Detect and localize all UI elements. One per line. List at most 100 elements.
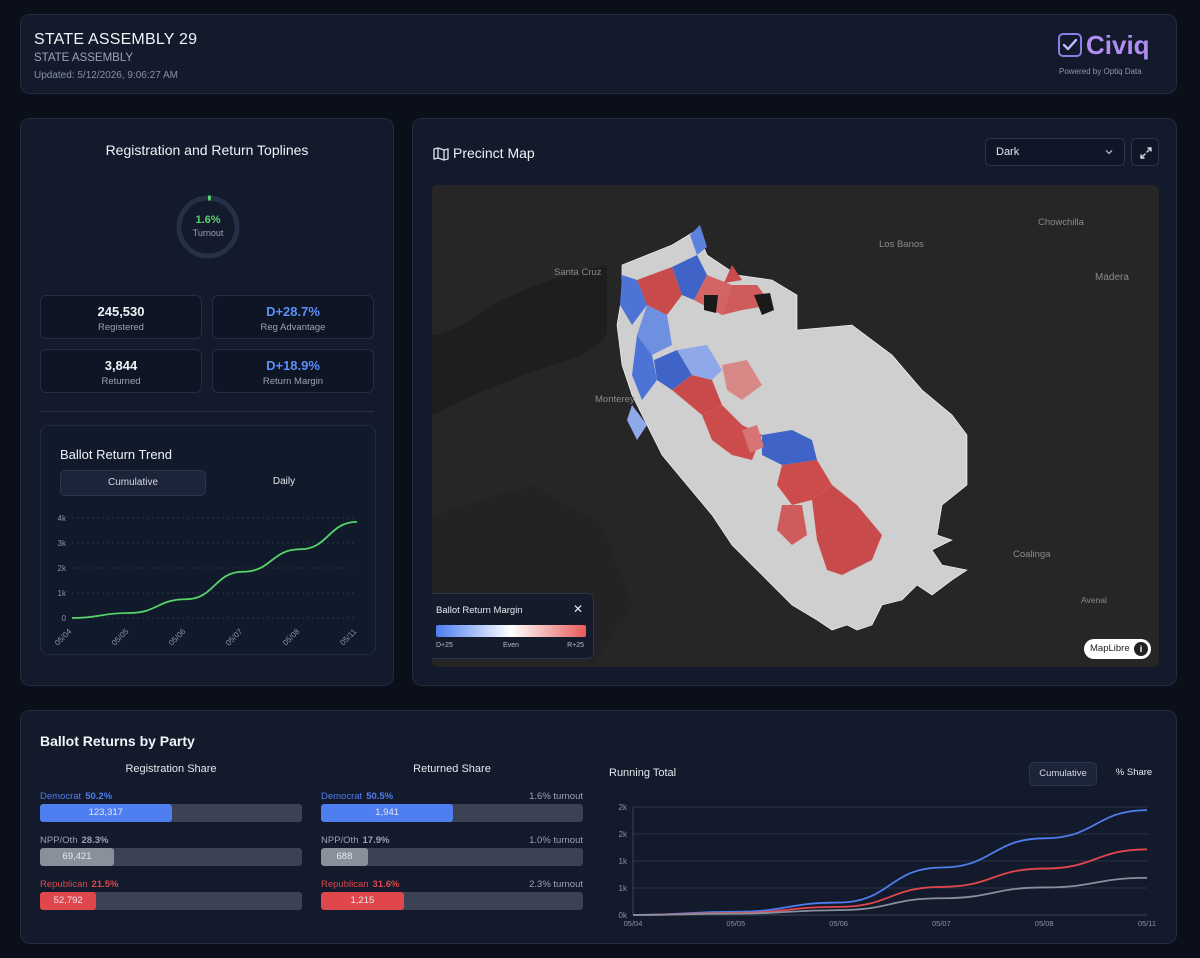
x-tick-label: 05/11 [1138,919,1156,928]
reg-advantage-stat: D+28.7% Reg Advantage [212,295,374,339]
returned-stat: 3,844 Returned [40,349,202,393]
party-label: NPP/Oth 28.3% [40,835,108,846]
x-tick-label: 05/06 [829,919,848,928]
returned-label: Returned [101,376,141,387]
legend-title: Ballot Return Margin [436,605,523,616]
registered-label: Registered [98,322,144,333]
running-cumulative-button[interactable]: Cumulative [1029,762,1097,786]
party-row-democrat: Democrat 50.2% 123,317 [40,791,302,823]
party-pct: 28.3% [81,835,109,846]
x-tick-label: 05/08 [1035,919,1054,928]
turnout-value: 1.6% [195,214,221,226]
y-tick-label: 1k [58,589,67,598]
party-count: 69,421 [62,851,92,862]
tab-daily[interactable]: Daily [272,476,296,487]
map-legend: Ballot Return Margin ✕ D+25 Even R+25 [432,593,594,659]
map-title: Precinct Map [453,145,535,161]
precinct-map-panel: Precinct Map Dark [412,118,1177,686]
check-icon [1058,33,1082,57]
fullscreen-button[interactable] [1131,138,1159,166]
place-los-banos: Los Banos [879,239,924,250]
y-tick-label: 2k [619,803,628,812]
party-row-nppoth: NPP/Oth 28.3% 69,421 [40,835,302,867]
divider [40,411,374,412]
return-margin-value: D+18.9% [266,358,320,373]
legend-label-mid: Even [503,642,519,649]
logo-subtitle: Powered by Optiq Data [1059,67,1142,76]
party-bar-fill [40,804,172,822]
turnout-gauge: 1.6% Turnout [175,194,241,260]
party-row-nppoth: NPP/Oth 17.9% 1.0% turnout 688 [321,835,583,867]
party-row-democrat: Democrat 50.5% 1.6% turnout 1,941 [321,791,583,823]
party-name: Democrat [40,791,82,802]
running-total-chart: 0k 1k 1k 2k 2k 05/04 05/05 05/06 05/07 05/08 05/11 [619,803,1157,928]
reg-advantage-label: Reg Advantage [260,322,326,333]
y-tick-label: 4k [58,514,67,523]
party-count: 1,941 [375,807,400,818]
x-tick-label: 05/08 [281,627,302,648]
updated-timestamp: Updated: 5/12/2026, 9:06:27 AM [34,70,178,81]
toplines-panel: Registration and Return Toplines 1.6% Tu… [20,118,394,686]
y-tick-label: 0 [62,614,67,623]
party-label: Democrat 50.5% [321,791,393,802]
party-bar-track: 52,792 [40,892,302,910]
running-share-button[interactable]: % Share [1115,767,1153,778]
place-avenal: Avenal [1081,595,1107,605]
party-bar-fill [321,892,404,910]
map-style-select[interactable]: Dark [985,138,1125,166]
header-panel: STATE ASSEMBLY 29 STATE ASSEMBLY Updated… [20,14,1177,94]
registration-share-title: Registration Share [125,763,217,775]
series-line-0 [71,521,358,619]
party-count: 1,215 [350,895,375,906]
y-tick-label: 1k [619,857,628,866]
party-bar-fill [321,804,454,822]
party-pct: 50.5% [366,791,394,802]
trend-title: Ballot Return Trend [60,447,173,462]
party-count: 688 [336,851,353,862]
place-monterey: Monterey [595,394,635,405]
registered-stat: 245,530 Registered [40,295,202,339]
y-tick-label: 0k [619,911,628,920]
party-name: Republican [321,879,369,890]
legend-gradient [436,625,586,637]
returns-by-party-panel: Ballot Returns by Party Registration Sha… [20,710,1177,944]
tab-cumulative[interactable]: Cumulative [60,470,206,496]
party-bar-track: 123,317 [40,804,302,822]
return-margin-stat: D+18.9% Return Margin [212,349,374,393]
x-tick-label: 05/04 [53,627,74,648]
turnout-label: Turnout [192,228,224,238]
x-tick-label: 05/06 [167,627,188,648]
attribution-text: MapLibre [1090,643,1130,654]
map-icon [433,147,449,161]
party-name: Republican [40,879,88,890]
party-pct: 50.2% [85,791,113,802]
returned-value: 3,844 [104,358,138,373]
party-name: Democrat [321,791,363,802]
x-tick-label: 05/05 [110,627,131,648]
running-total-title: Running Total [609,767,677,779]
party-label: NPP/Oth 17.9% [321,835,389,846]
party-bar-track: 69,421 [40,848,302,866]
party-turnout: 1.0% turnout [529,835,583,846]
x-tick-label: 05/04 [624,919,643,928]
legend-close-icon[interactable]: ✕ [572,602,583,616]
party-count: 52,792 [53,895,83,906]
party-row-republican: Republican 21.5% 52,792 [40,879,302,911]
party-bar-fill [40,892,97,910]
y-tick-label: 2k [58,564,67,573]
x-tick-label: 05/07 [932,919,951,928]
logo-text: Civiq [1086,30,1150,60]
info-icon[interactable]: i [1134,642,1148,656]
party-label: Republican 21.5% [40,879,118,890]
trend-chart: 0 1k 2k 3k 4k 05/04 05/05 05/06 05/07 05/08 05/11 [53,514,359,648]
y-tick-label: 1k [619,884,628,893]
legend-label-left: D+25 [436,642,453,649]
page-title: STATE ASSEMBLY 29 [34,31,198,48]
party-bar-track: 688 [321,848,583,866]
x-tick-label: 05/07 [224,627,245,648]
precinct-map[interactable]: Chowchilla Los Banos Santa Cruz Madera M… [432,185,1159,667]
maplibre-attribution[interactable]: MapLibre i [1084,639,1151,659]
expand-icon [1140,147,1152,159]
place-santa-cruz: Santa Cruz [554,267,602,278]
place-coalinga: Coalinga [1013,549,1051,560]
